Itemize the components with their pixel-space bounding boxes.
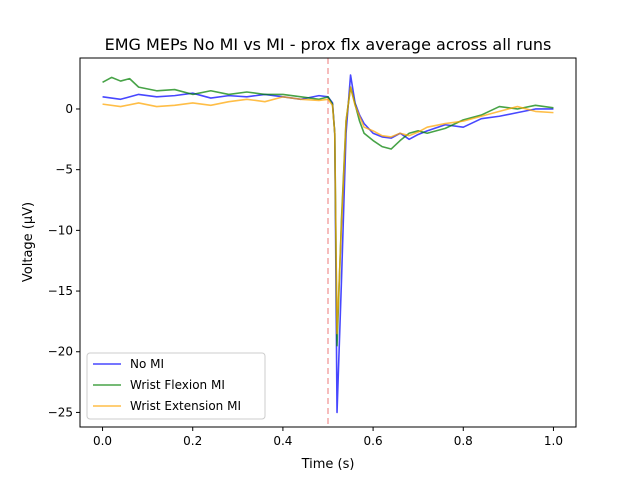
x-tick-label-4: 0.8 [454, 434, 473, 448]
y-tick-label-1: −5 [55, 163, 73, 177]
y-tick-label-0: 0 [65, 102, 73, 116]
x-tick-label-0: 0.0 [93, 434, 112, 448]
y-axis-label: Voltage (µV) [21, 202, 36, 282]
y-axis: 0 −5 −10 −15 −20 −25 [48, 102, 80, 419]
legend: No MI Wrist Flexion MI Wrist Extension MI [86, 352, 266, 420]
x-axis: 0.0 0.2 0.4 0.6 0.8 1.0 [93, 427, 563, 448]
axes-frame [79, 57, 577, 428]
x-tick-label-2: 0.4 [273, 434, 292, 448]
x-tick-label-1: 0.2 [183, 434, 202, 448]
x-tick-label-5: 1.0 [544, 434, 563, 448]
legend-label-0: No MI [130, 357, 164, 371]
series-line-2 [102, 86, 554, 335]
y-tick-label-5: −25 [48, 405, 73, 419]
x-axis-label: Time (s) [301, 457, 355, 472]
plot-area [102, 58, 554, 427]
legend-box [86, 352, 266, 420]
x-tick-label-3: 0.6 [364, 434, 383, 448]
legend-label-1: Wrist Flexion MI [130, 378, 225, 392]
y-tick-label-3: −15 [48, 284, 73, 298]
y-tick-label-2: −10 [48, 223, 73, 237]
y-tick-label-4: −20 [48, 345, 73, 359]
chart-title: EMG MEPs No MI vs MI - prox flx average … [105, 35, 552, 54]
legend-label-2: Wrist Extension MI [130, 399, 241, 413]
